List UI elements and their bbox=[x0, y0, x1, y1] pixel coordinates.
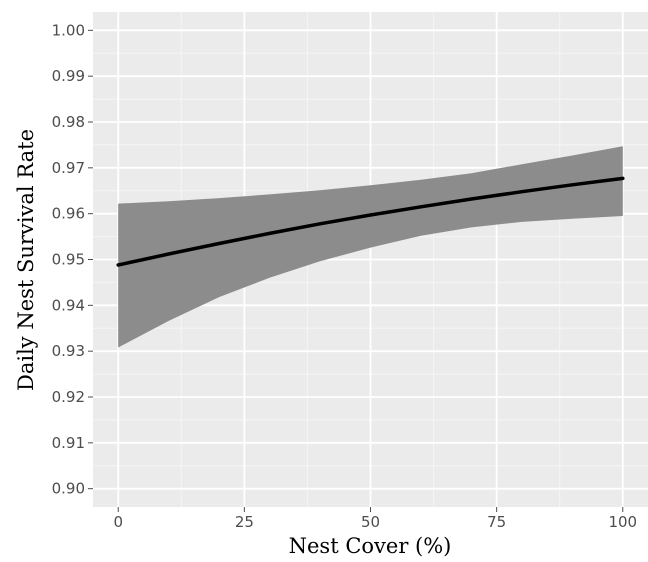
y-tick-label: 0.91 bbox=[52, 434, 85, 452]
y-tick-label: 0.90 bbox=[52, 480, 85, 498]
x-tick-label: 50 bbox=[361, 513, 380, 531]
y-tick-label: 0.95 bbox=[52, 251, 85, 269]
x-tick-label: 75 bbox=[487, 513, 506, 531]
y-axis-title: Daily Nest Survival Rate bbox=[14, 129, 38, 391]
y-tick-label: 1.00 bbox=[52, 21, 85, 39]
x-axis: 0 25 50 75 100 bbox=[113, 507, 637, 531]
y-tick-label: 0.98 bbox=[52, 113, 85, 131]
y-tick-label: 0.99 bbox=[52, 67, 85, 85]
y-tick-label: 0.97 bbox=[52, 159, 85, 177]
y-tick-label: 0.93 bbox=[52, 342, 85, 360]
x-tick-label: 100 bbox=[608, 513, 637, 531]
y-tick-label: 0.94 bbox=[52, 296, 85, 314]
x-tick-label: 0 bbox=[113, 513, 123, 531]
y-tick-label: 0.96 bbox=[52, 205, 85, 223]
y-tick-label: 0.92 bbox=[52, 388, 85, 406]
major-grid bbox=[93, 12, 648, 507]
y-axis: 0.90 0.91 0.92 0.93 0.94 0.95 0.96 0.97 0.98 0.99… bbox=[52, 21, 93, 498]
x-axis-title: Nest Cover (%) bbox=[289, 534, 452, 558]
survival-curve bbox=[116, 176, 625, 267]
x-tick-label: 25 bbox=[235, 513, 254, 531]
